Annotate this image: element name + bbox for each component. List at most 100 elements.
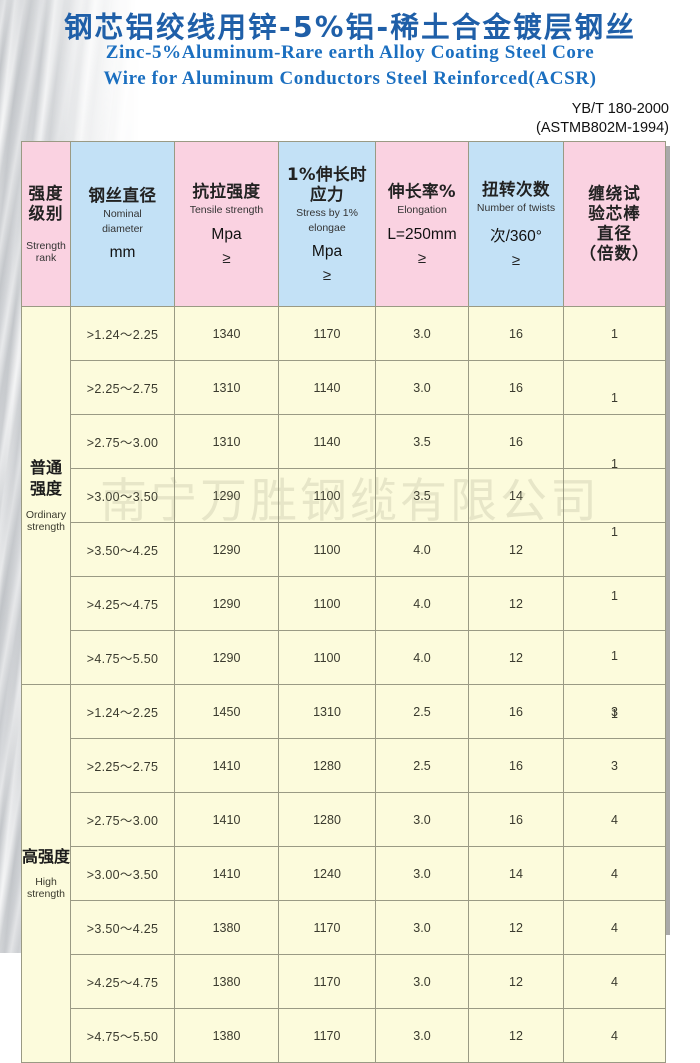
cell-value: 1280 [313,812,341,827]
cell-value: 16 [509,326,523,341]
cell-elongation: 3.5 [375,414,469,469]
cell-value: 1290 [212,488,241,503]
cell-value: 3.5 [413,488,431,503]
cell-nominal-diameter: >3.50～4.25 [70,522,175,577]
cell-number-of-twists: 14 [468,468,564,523]
column-header-5: 扭转次数 Number of twists 次/360° ≥ [468,141,564,307]
cell-value: 1310 [212,380,241,395]
cell-value: 12 [509,650,523,665]
strength-rank-en-2: strength [27,520,65,533]
cell-elongation: 3.0 [375,954,469,1009]
column-header-unit: Mpa [211,225,242,243]
cell-value: 1450 [212,704,241,719]
cell-value: 1 [611,326,618,341]
cell-stress-at-1pct-elongation: 1280 [278,792,376,847]
standard-code: YB/T 180-2000 [571,101,669,117]
cell-value: >1.24～2.25 [86,706,159,720]
cell-nominal-diameter: >4.25～4.75 [70,954,175,1009]
cell-tensile-strength: 1310 [174,360,279,415]
cell-stress-at-1pct-elongation: 1280 [278,738,376,793]
cell-value: 1140 [313,434,341,449]
cell-value: 2.5 [413,704,431,719]
cell-number-of-twists: 12 [468,1008,564,1063]
column-header-1: 钢丝直径 Nominal diameter mm [70,141,175,307]
cell-value: 3.0 [413,920,431,935]
cell-value: 1170 [313,1028,341,1043]
cell-tensile-strength: 1290 [174,522,279,577]
column-header-content: 1%伸长时应力 Stress by 1% elongae Mpa ≥ [279,165,375,283]
column-header-zh-2: 验芯棒 [588,203,641,223]
cell-value: 3.0 [413,812,431,827]
column-header-4: 伸长率% Elongation L=250mm ≥ [375,141,469,307]
column-header-content: 伸长率% Elongation L=250mm ≥ [376,182,468,266]
cell-value: 3.0 [413,974,431,989]
cell-value: 3.0 [413,326,431,341]
strength-rank-zh-2: 强度 [29,478,62,498]
cell-stress-at-1pct-elongation: 1100 [278,522,376,577]
cell-value: 12 [509,974,523,989]
cell-stress-at-1pct-elongation: 1310 [278,684,376,739]
cell-stress-at-1pct-elongation: 1100 [278,468,376,523]
table-row: >4.75～5.50 1290 1100 4.0 12 1 [22,630,666,721]
column-header-unit: mm [109,243,136,261]
cell-nominal-diameter: >2.25～2.75 [70,360,175,415]
cell-value: 4.0 [413,542,431,557]
cell-winding-mandrel-diameter: 3 [563,738,666,793]
cell-value: 14 [509,488,523,503]
cell-value: >4.75～5.50 [86,652,159,666]
cell-value: >2.25～2.75 [86,760,159,774]
cell-number-of-twists: 12 [468,954,564,1009]
cell-elongation: 3.0 [375,360,469,415]
cell-value: >4.75～5.50 [86,1030,159,1044]
cell-nominal-diameter: >3.00～3.50 [70,468,175,523]
cell-winding-mandrel-diameter: 1 [563,522,666,603]
cell-elongation: 3.0 [375,846,469,901]
cell-winding-mandrel-diameter: 1 [563,468,666,539]
column-header-content: 抗拉强度 Tensile strength Mpa ≥ [175,182,278,266]
cell-winding-mandrel-diameter: 3 [563,684,666,739]
table-row: >3.00～3.50 1410 1240 3.0 14 4 [22,846,666,901]
cell-value: 1100 [313,488,341,503]
cell-winding-mandrel-diameter: 1 [563,306,666,361]
cell-tensile-strength: 1410 [174,846,279,901]
cell-stress-at-1pct-elongation: 1170 [278,1008,376,1063]
cell-value: 4 [611,974,618,989]
cell-nominal-diameter: >4.75～5.50 [70,1008,175,1063]
cell-value: 2.5 [413,758,431,773]
strength-rank-zh: 高强度 [22,846,71,866]
table-row: >3.50～4.25 1380 1170 3.0 12 4 [22,900,666,955]
cell-elongation: 4.0 [375,630,469,685]
cell-value: 4 [611,1028,618,1043]
column-header-en-2: rank [35,252,57,265]
strength-rank-zh: 普通 [29,458,62,478]
cell-value: 1380 [212,1028,241,1043]
cell-value: 1100 [313,542,341,557]
cell-stress-at-1pct-elongation: 1170 [278,306,376,361]
column-header-zh: 抗拉强度 [192,182,261,202]
table-row: >4.25～4.75 1380 1170 3.0 12 4 [22,954,666,1009]
cell-value: 12 [509,542,523,557]
column-header-zh-3: 直径 [597,224,632,243]
column-header-content: 强度 级别 Strength rank [22,184,70,265]
cell-number-of-twists: 12 [468,630,564,685]
table-row: 高强度 High strength >1.24～2.25 1450 1310 2.5 16 3 [21,684,666,1063]
cell-nominal-diameter: >1.24～2.25 [70,684,175,739]
cell-winding-mandrel-diameter: 1 [563,360,666,415]
strength-rank-cell: 高强度 High strength [21,684,71,1063]
cell-value: 1100 [313,650,341,665]
column-header-unit: Mpa [311,243,343,260]
standard-code-alternate: (ASTMB802M-1994) [536,120,669,136]
cell-elongation: 3.5 [375,468,469,523]
cell-tensile-strength: 1410 [174,792,279,847]
cell-elongation: 3.0 [375,792,469,847]
cell-elongation: 3.0 [375,900,469,955]
cell-value: >1.24～2.25 [86,328,159,342]
cell-stress-at-1pct-elongation: 1100 [278,630,376,685]
cell-winding-mandrel-diameter: 1 [563,630,666,721]
cell-value: 3.5 [413,434,431,449]
cell-value: 1 [611,648,618,663]
column-header-2: 抗拉强度 Tensile strength Mpa ≥ [174,141,279,307]
cell-winding-mandrel-diameter: 4 [563,1008,666,1063]
cell-value: 1310 [313,704,341,719]
cell-value: >2.75～3.00 [86,814,159,828]
